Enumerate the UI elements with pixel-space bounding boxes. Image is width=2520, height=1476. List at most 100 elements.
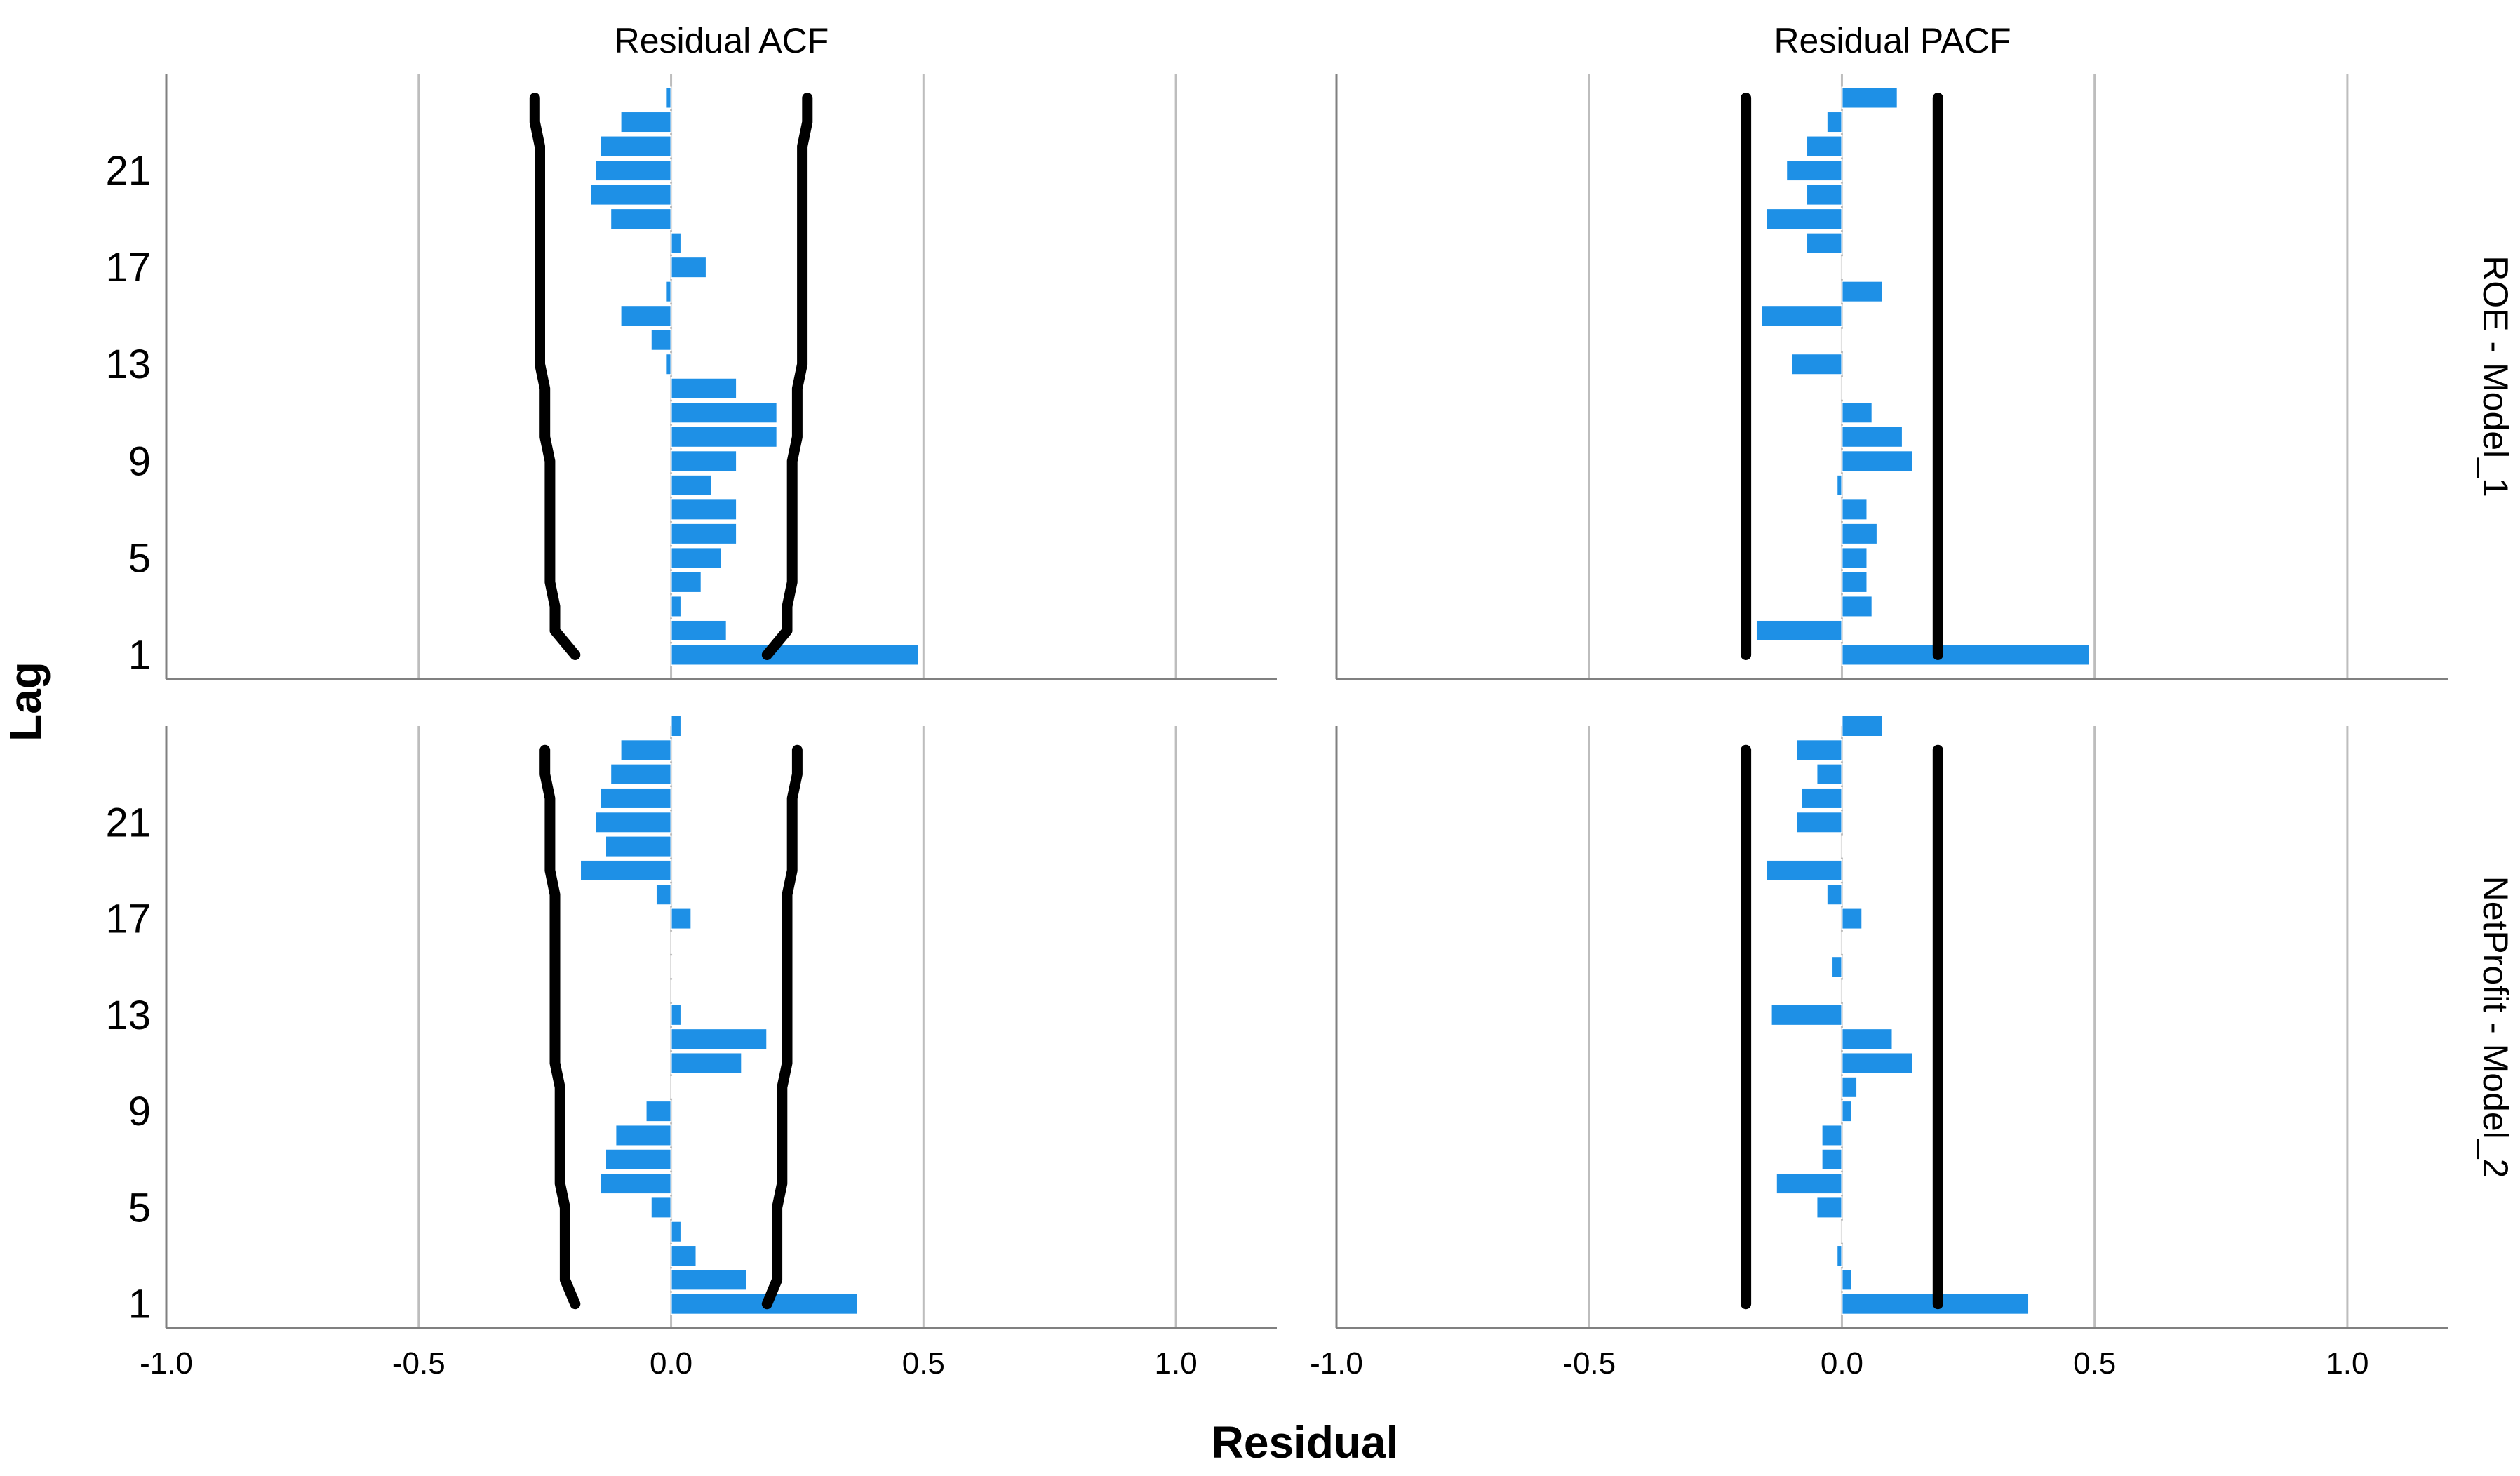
bar-panel2-lag-7 (1841, 498, 1868, 521)
bar-panel4-lag-17 (1841, 907, 1863, 930)
x-tick-label: -1.0 (140, 1346, 193, 1381)
bar-panel1-lag-5 (670, 546, 723, 570)
bar-panel2-lag-4 (1841, 570, 1868, 593)
row-title: NetProfit - Model_2 (2476, 876, 2515, 1179)
column-title: Residual ACF (615, 21, 829, 60)
bar-panel3-lag-17 (670, 907, 692, 930)
bar-panel1-lag-2 (670, 619, 728, 642)
bar-panel4-lag-15 (1831, 955, 1843, 979)
y-tick-label: 5 (128, 535, 151, 581)
y-tick-label: 9 (128, 1089, 151, 1134)
bar-panel1-lag-24 (665, 86, 672, 109)
bar-panel4-lag-8 (1821, 1124, 1843, 1147)
bar-panel1-lag-23 (619, 111, 672, 134)
bar-panel2-lag-8 (1836, 474, 1843, 497)
x-tick-label: 0.0 (1821, 1346, 1863, 1381)
bar-panel4-lag-13 (1770, 1003, 1843, 1026)
bar-panel4-lag-9 (1841, 1100, 1853, 1123)
bar-panel3-lag-16 (670, 931, 673, 954)
y-tick-label: 9 (128, 438, 151, 484)
bar-panel2-lag-18 (1806, 232, 1843, 255)
bar-panel3-lag-19 (579, 859, 672, 882)
bar-panel2-lag-2 (1755, 619, 1843, 642)
x-tick-label: 0.5 (902, 1346, 945, 1381)
bar-panel2-lag-6 (1841, 522, 1878, 545)
bar-panel1-lag-8 (670, 474, 713, 497)
bar-panel3-lag-18 (655, 883, 672, 906)
x-tick-label: -1.0 (1310, 1346, 1363, 1381)
y-tick-label: 13 (105, 993, 151, 1038)
bar-panel4-lag-11 (1841, 1052, 1914, 1075)
bar-panel2-lag-11 (1841, 401, 1873, 424)
bar-panel4-lag-18 (1825, 883, 1843, 906)
bar-panel3-lag-22 (599, 786, 672, 810)
bar-panel4-lag-22 (1800, 786, 1843, 810)
bar-panel3-lag-11 (670, 1052, 743, 1075)
bar-panel4-lag-21 (1795, 811, 1843, 834)
bar-panel3-lag-8 (615, 1124, 672, 1147)
bar-panel1-lag-12 (670, 377, 738, 400)
bar-panel1-lag-10 (670, 425, 778, 448)
bar-panel4-lag-24 (1795, 739, 1843, 762)
bar-panel1-lag-13 (665, 353, 672, 376)
y-tick-label: 21 (105, 148, 151, 194)
y-tick-label: 17 (105, 245, 151, 290)
bar-panel3-lag-14 (670, 979, 673, 1002)
y-tick-label: 21 (105, 800, 151, 845)
bar-panel2-lag-23 (1825, 111, 1843, 134)
bar-panel1-lag-7 (670, 498, 738, 521)
bar-panel4-lag-19 (1765, 859, 1843, 882)
bar-panel2-lag-10 (1841, 425, 1903, 448)
x-tick-label: 0.5 (2073, 1346, 2116, 1381)
bar-panel3-lag-24 (619, 739, 672, 762)
bar-panel3-lag-12 (670, 1028, 768, 1051)
bar-panel3-lag-15 (670, 955, 673, 979)
bar-panel2-lag-9 (1841, 450, 1914, 473)
bar-panel2-lag-16 (1841, 280, 1884, 303)
y-tick-label: 1 (128, 1282, 151, 1327)
bar-panel2-lag-22 (1806, 135, 1843, 158)
bar-panel1-lag-14 (650, 328, 672, 351)
x-tick-label: -0.5 (392, 1346, 445, 1381)
bar-panel4-lag-3 (1836, 1244, 1843, 1268)
bar-panel3-lag-13 (670, 1003, 682, 1026)
bar-panel1-lag-19 (610, 208, 672, 231)
bar-panel2-lag-17 (1841, 256, 1844, 279)
bar-panel3-lag-7 (605, 1148, 672, 1171)
bar-panel2-lag-5 (1841, 546, 1868, 570)
upper-bound-line-panel1 (761, 93, 813, 660)
bar-panel3-lag-9 (645, 1100, 672, 1123)
bar-panel2-lag-12 (1841, 377, 1844, 400)
y-tick-label: 13 (105, 342, 151, 387)
bar-panel4-lag-23 (1816, 763, 1843, 786)
bar-panel3-lag-2 (670, 1268, 748, 1292)
bar-panel4-lag-2 (1841, 1268, 1853, 1292)
x-axis-title: Residual (1212, 1417, 1399, 1468)
bar-panel1-lag-18 (670, 232, 682, 255)
bar-panel3-lag-6 (599, 1172, 672, 1195)
bar-panel2-lag-3 (1841, 595, 1873, 618)
bar-panel2-lag-1 (1841, 643, 2091, 666)
bar-panel1-lag-17 (670, 256, 707, 279)
bar-panel2-lag-24 (1841, 86, 1898, 109)
bar-panel3-lag-25 (670, 715, 682, 737)
lower-bound-line-panel1 (529, 93, 581, 660)
bar-panel1-lag-1 (670, 643, 920, 666)
bar-panel2-lag-21 (1785, 159, 1843, 182)
bar-panel2-lag-13 (1790, 353, 1843, 376)
x-tick-label: 1.0 (1155, 1346, 1198, 1381)
lower-bound-line-panel3 (539, 744, 581, 1310)
y-tick-label: 5 (128, 1185, 151, 1230)
bar-panel2-lag-15 (1760, 304, 1843, 328)
bar-panel3-lag-4 (670, 1220, 682, 1243)
y-tick-label: 17 (105, 897, 151, 942)
bar-panel1-lag-15 (619, 304, 672, 328)
bar-panel1-lag-16 (665, 280, 672, 303)
bar-panel1-lag-3 (670, 595, 682, 618)
y-axis-title: Lag (0, 662, 51, 742)
bar-panel4-lag-7 (1821, 1148, 1843, 1171)
bar-panel4-lag-14 (1841, 979, 1844, 1002)
bar-panel1-lag-20 (589, 183, 672, 206)
bar-panel1-lag-4 (670, 570, 702, 593)
